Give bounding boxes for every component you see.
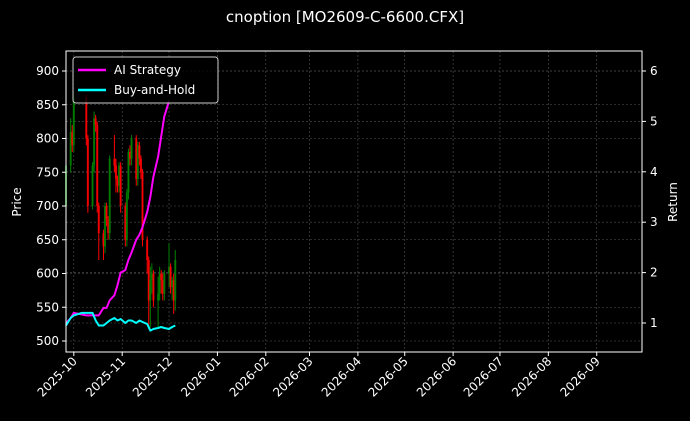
y2-tick-label: 6	[650, 64, 658, 78]
legend: AI Strategy Buy-and-Hold	[72, 56, 219, 104]
plot-frame	[65, 50, 643, 353]
y2-tick-label: 1	[650, 316, 658, 330]
y-tick-label: 700	[36, 199, 59, 213]
x-tick-label: 2026-07	[461, 354, 506, 399]
y-axis-right: 1 2 3 4 5 6	[642, 64, 658, 330]
chart-title: cnoption [MO2609-C-6600.CFX]	[225, 8, 465, 26]
y-tick-label: 600	[36, 267, 59, 281]
y2-tick-label: 2	[650, 266, 658, 280]
y-tick-label: 900	[36, 64, 59, 78]
x-tick-label: 2026-08	[509, 354, 554, 399]
x-tick-label: 2025-11	[83, 354, 128, 399]
y-tick-label: 750	[36, 165, 59, 179]
x-tick-label: 2025-10	[35, 354, 80, 399]
y-tick-label: 550	[36, 300, 59, 314]
y2-tick-label: 4	[650, 165, 658, 179]
y2-tick-label: 5	[650, 114, 658, 128]
grid-lines	[66, 51, 642, 352]
y-axis-left: 500 550 600 650 700 750 800 850 900	[36, 64, 66, 348]
x-tick-label: 2026-04	[319, 354, 364, 399]
x-tick-label: 2026-01	[178, 354, 223, 399]
x-tick-label: 2025-12	[130, 354, 175, 399]
line-series	[65, 100, 176, 332]
legend-label-buy-and-hold: Buy-and-Hold	[114, 83, 195, 97]
x-axis: 2025-10 2025-11 2025-12 2026-01 2026-022026-…	[35, 352, 603, 400]
y-axis-label: Price	[10, 187, 24, 216]
y2-axis-label: Return	[666, 182, 680, 222]
x-tick-label: 2026-02	[227, 354, 272, 399]
y2-tick-label: 3	[650, 215, 658, 229]
y-tick-label: 850	[36, 98, 59, 112]
legend-box	[72, 56, 219, 104]
legend-label-ai-strategy: AI Strategy	[114, 63, 181, 77]
x-tick-label: 2026-03	[270, 354, 315, 399]
y-tick-label: 650	[36, 233, 59, 247]
y-tick-label: 500	[36, 334, 59, 348]
candlestick-series	[65, 91, 177, 328]
buy-and-hold-line	[65, 311, 176, 332]
y-tick-label: 800	[36, 132, 59, 146]
x-tick-label: 2026-09	[557, 354, 602, 399]
x-tick-label: 2026-05	[365, 354, 410, 399]
x-tick-label: 2026-06	[414, 354, 459, 399]
